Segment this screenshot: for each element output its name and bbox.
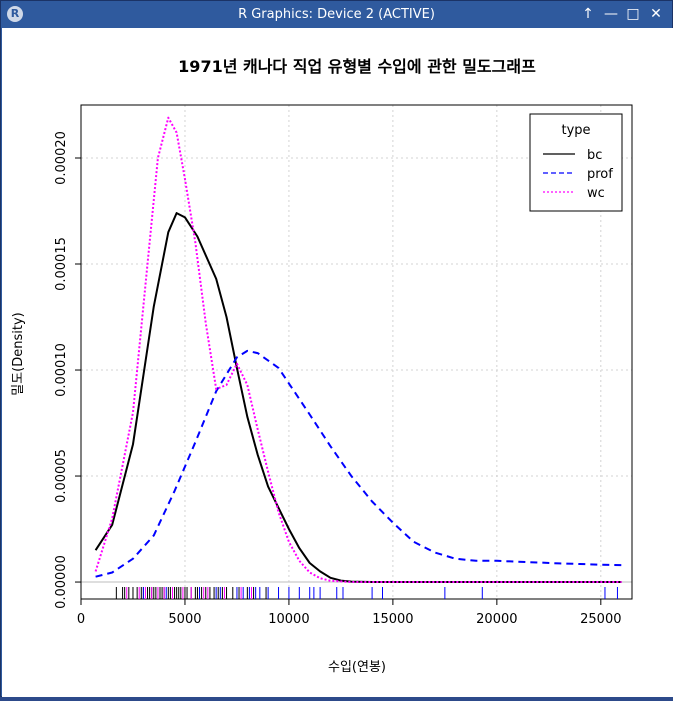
axes: 0 5000 10000 15000 20000 25000 0.00000 0.00005 0… — [54, 104, 633, 627]
y-tick-label-1: 0.00005 — [54, 449, 69, 503]
y-tick-label-4: 0.00020 — [54, 131, 69, 185]
density-line-wc — [94, 116, 622, 583]
close-button[interactable]: ✕ — [650, 6, 662, 22]
r-logo-icon: R — [7, 6, 23, 22]
legend-title: type — [561, 123, 590, 138]
plot-box — [80, 104, 633, 600]
density-line-bc — [94, 212, 622, 583]
y-tick-label-0: 0.00000 — [54, 555, 69, 609]
legend-label-prof: prof — [587, 167, 613, 182]
x-tick-label-3: 15000 — [372, 612, 413, 627]
legend: type bc prof wc — [529, 113, 623, 212]
plot-area: 1971년 캐나다 직업 유형별 수입에 관한 밀도그래프 수입(연봉) 밀도(… — [2, 28, 673, 697]
window-title: R Graphics: Device 2 (ACTIVE) — [238, 7, 435, 22]
y-tick-label-3: 0.00015 — [54, 237, 69, 291]
minimize-button[interactable]: — — [604, 6, 618, 22]
x-axis-label: 수입(연봉) — [328, 660, 386, 675]
y-tick-label-2: 0.00010 — [54, 343, 69, 397]
density-line-prof — [95, 349, 622, 578]
x-tick-label-2: 10000 — [268, 612, 309, 627]
x-tick-label-5: 25000 — [580, 612, 621, 627]
x-tick-label-0: 0 — [77, 612, 85, 627]
window-titlebar[interactable]: R R Graphics: Device 2 (ACTIVE) ↑ — □ ✕ — [1, 1, 672, 28]
y-axis-label: 밀도(Density) — [11, 312, 26, 396]
rug-layer — [115, 587, 618, 599]
chart-title: 1971년 캐나다 직업 유형별 수입에 관한 밀도그래프 — [178, 57, 536, 76]
legend-label-bc: bc — [587, 148, 602, 163]
maximize-button[interactable]: □ — [626, 6, 640, 22]
density-chart: 1971년 캐나다 직업 유형별 수입에 관한 밀도그래프 수입(연봉) 밀도(… — [11, 57, 633, 675]
x-tick-label-1: 5000 — [168, 612, 201, 627]
keep-above-button[interactable]: ↑ — [582, 6, 594, 22]
legend-label-wc: wc — [587, 186, 605, 201]
legend-box — [529, 113, 623, 212]
series-layer — [94, 116, 622, 583]
x-tick-label-4: 20000 — [476, 612, 517, 627]
